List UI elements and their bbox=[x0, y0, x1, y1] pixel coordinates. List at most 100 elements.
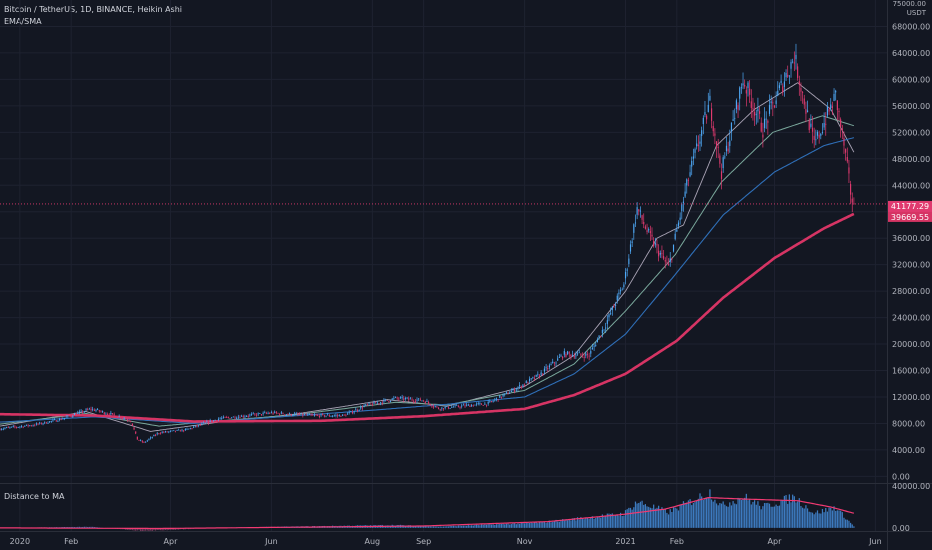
candle-body bbox=[393, 397, 395, 399]
price-axis: 0.00 4000.00 8000.00 12000.00 16000.00 20000.… bbox=[892, 22, 930, 481]
candle-body bbox=[292, 415, 294, 417]
candle-body bbox=[543, 368, 546, 372]
candle-body bbox=[616, 295, 618, 301]
candle-body bbox=[437, 407, 440, 409]
candle-body bbox=[608, 314, 610, 318]
candle-body bbox=[34, 425, 36, 427]
candle-body bbox=[55, 420, 57, 422]
candle-body bbox=[565, 353, 567, 357]
candle-body bbox=[447, 407, 450, 409]
candle-body bbox=[236, 418, 238, 419]
candle-body bbox=[381, 402, 383, 404]
candle-body bbox=[684, 191, 686, 197]
candle-body bbox=[356, 410, 359, 411]
candle-body bbox=[434, 406, 436, 408]
candle-body bbox=[626, 269, 628, 271]
candle-body bbox=[105, 413, 107, 415]
candle-body bbox=[174, 430, 176, 432]
candle-body bbox=[289, 413, 291, 414]
candle-body bbox=[211, 421, 213, 423]
candle-body bbox=[494, 399, 496, 401]
candle-body bbox=[404, 398, 407, 400]
candle-body bbox=[32, 425, 34, 427]
candle-body bbox=[15, 427, 18, 428]
candle-body bbox=[704, 112, 706, 115]
candle-body bbox=[720, 171, 723, 179]
time-axis: 2020 Feb Apr Jun Aug Sep Nov 2021 Feb Apr Jun bbox=[10, 537, 882, 546]
candle-body bbox=[585, 353, 587, 356]
candle-body bbox=[371, 404, 373, 406]
candle-body bbox=[845, 149, 847, 153]
candle-body bbox=[328, 415, 330, 417]
candle-body bbox=[838, 111, 840, 113]
price-axis-label: 60000.00 bbox=[892, 75, 930, 84]
candle-body bbox=[100, 411, 102, 413]
candle-body bbox=[145, 441, 147, 443]
candle-body bbox=[188, 428, 190, 430]
time-axis-label: 2020 bbox=[10, 537, 30, 546]
candle-body bbox=[37, 423, 39, 425]
candle-body bbox=[252, 413, 254, 415]
candle-body bbox=[446, 405, 448, 407]
candle-body bbox=[780, 80, 782, 83]
price-axis-label: 8000.00 bbox=[892, 419, 925, 428]
candle-body bbox=[158, 433, 160, 435]
candle-body bbox=[527, 382, 529, 384]
candle-body bbox=[58, 418, 61, 421]
candle-body bbox=[601, 329, 603, 334]
candle-body bbox=[742, 83, 744, 86]
candle-body bbox=[163, 432, 165, 434]
candle-body bbox=[598, 335, 600, 338]
candle-body bbox=[479, 403, 481, 404]
candle-body bbox=[850, 184, 852, 195]
candle-body bbox=[532, 377, 534, 378]
price-axis-label: 0.00 bbox=[892, 472, 910, 481]
candle-body bbox=[191, 428, 193, 430]
candle-body bbox=[161, 432, 163, 433]
candle-body bbox=[307, 414, 309, 416]
candle-body bbox=[146, 440, 148, 442]
candle-body bbox=[816, 131, 819, 136]
candle-body bbox=[154, 435, 157, 436]
candle-body bbox=[148, 439, 150, 440]
candle-body bbox=[168, 431, 170, 433]
ma-line-mid bbox=[0, 137, 855, 425]
candle-body bbox=[454, 405, 456, 407]
candle-body bbox=[507, 393, 509, 395]
candle-body bbox=[376, 402, 378, 404]
candle-body bbox=[749, 88, 751, 95]
candle-body bbox=[800, 88, 802, 92]
candle-body bbox=[533, 377, 536, 379]
candle-body bbox=[803, 98, 805, 105]
candle-body bbox=[573, 356, 575, 358]
candle-body bbox=[287, 414, 289, 416]
candle-body bbox=[522, 384, 524, 387]
candle-body bbox=[229, 418, 231, 419]
candle-body bbox=[671, 258, 673, 260]
candle-body bbox=[811, 127, 814, 132]
candle-body bbox=[830, 104, 832, 109]
candle-body bbox=[322, 414, 324, 415]
candle-body bbox=[65, 416, 67, 418]
candle-body bbox=[562, 356, 564, 359]
candle-body bbox=[262, 412, 264, 414]
candle-body bbox=[813, 135, 815, 140]
time-axis-label: Jun bbox=[868, 537, 882, 546]
candle-body bbox=[740, 87, 742, 89]
candle-body bbox=[775, 100, 777, 104]
candle-body bbox=[50, 420, 52, 422]
candle-body bbox=[621, 289, 623, 291]
candle-body bbox=[90, 409, 92, 410]
candle-body bbox=[169, 430, 172, 432]
candle-body bbox=[797, 66, 799, 78]
candle-body bbox=[600, 335, 602, 337]
candle-body bbox=[17, 427, 19, 428]
candle-body bbox=[133, 427, 135, 430]
candle-body bbox=[97, 409, 99, 410]
candle-body bbox=[563, 351, 565, 355]
candle-body bbox=[318, 416, 320, 417]
price-axis-label: 16000.00 bbox=[892, 367, 930, 376]
candle-body bbox=[628, 258, 630, 264]
candle-body bbox=[222, 416, 224, 418]
